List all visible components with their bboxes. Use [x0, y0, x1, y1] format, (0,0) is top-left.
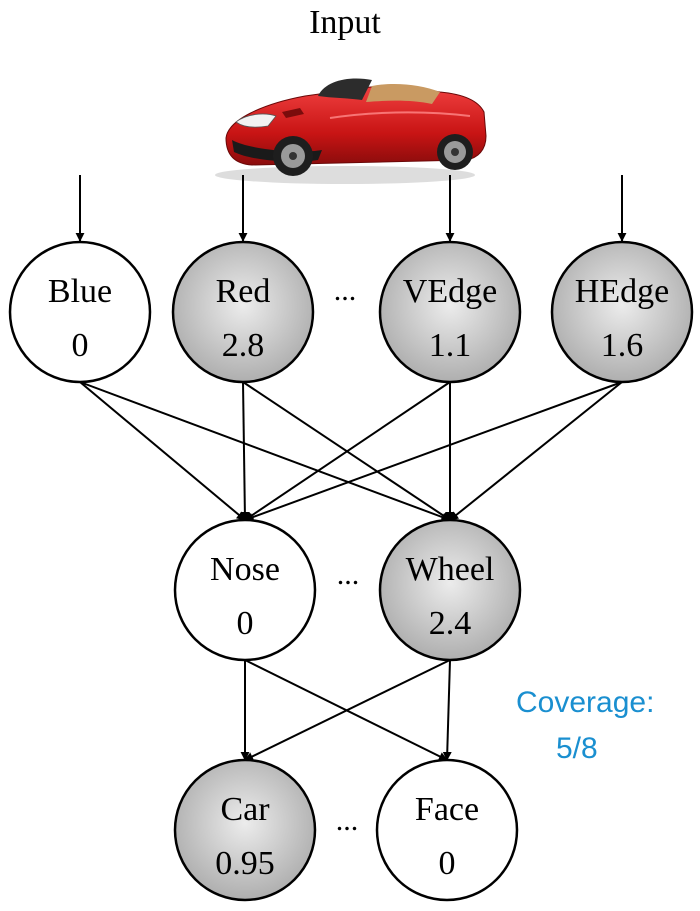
neuron-circle-red [171, 240, 315, 384]
ellipsis-output-layer: ... [336, 804, 359, 837]
neuron-circle-face [375, 758, 519, 902]
connections [75, 175, 627, 761]
neuron-wheel: Wheel 2.4 [378, 518, 522, 662]
ellipsis-input-layer: ... [334, 274, 357, 307]
edge-blue-to-nose [79, 381, 246, 521]
edge-wheel-to-face [442, 659, 452, 761]
neuron-label-face: Face [415, 791, 479, 828]
neuron-blue: Blue 0 [8, 240, 152, 384]
red-convertible-car-icon [215, 78, 487, 184]
neuron-label-vedge: VEdge [403, 273, 497, 310]
neuron-label-blue: Blue [48, 273, 112, 310]
neuron-nose: Nose 0 [173, 518, 317, 662]
neuron-value-nose: 0 [237, 605, 254, 642]
neuron-hedge: HEdge 1.6 [550, 240, 694, 384]
edge-vedge-to-nose [244, 381, 451, 521]
neuron-label-car: Car [220, 791, 270, 828]
ellipsis-hidden-layer: ... [337, 558, 360, 591]
neuron-circle-hedge [550, 240, 694, 384]
coverage-value: 5/8 [556, 732, 598, 765]
neuron-value-vedge: 1.1 [429, 327, 472, 364]
neuron-value-hedge: 1.6 [601, 327, 644, 364]
input-title: Input [309, 4, 381, 41]
neuron-red: Red 2.8 [171, 240, 315, 384]
neuron-label-hedge: HEdge [575, 273, 669, 310]
neuron-value-blue: 0 [72, 327, 89, 364]
neuron-face: Face 0 [375, 758, 519, 902]
neuron-label-nose: Nose [210, 551, 280, 588]
neurons: Blue 0 Red 2.8 VEdge 1.1 HEdge 1.6 Nose 0 Wheel 2.4… [8, 240, 694, 902]
coverage-label: Coverage: [516, 686, 654, 719]
edge-blue-to-wheel [79, 381, 451, 522]
edge-hedge-to-wheel [449, 381, 623, 521]
neuron-circle-nose [173, 518, 317, 662]
neuron-circle-car [173, 758, 317, 902]
neuron-label-wheel: Wheel [406, 551, 495, 588]
neuron-vedge: VEdge 1.1 [378, 240, 522, 384]
neuron-value-face: 0 [439, 845, 456, 882]
neuron-circle-wheel [378, 518, 522, 662]
neuron-circle-vedge [378, 240, 522, 384]
neuron-value-wheel: 2.4 [429, 605, 472, 642]
neuron-value-red: 2.8 [222, 327, 265, 364]
neuron-label-red: Red [216, 273, 271, 310]
neuron-car: Car 0.95 [173, 758, 317, 902]
edge-wheel-to-car [244, 659, 451, 761]
neuron-value-car: 0.95 [215, 845, 275, 882]
edge-hedge-to-nose [244, 381, 623, 522]
edge-red-to-nose [240, 381, 250, 521]
neuron-circle-blue [8, 240, 152, 384]
